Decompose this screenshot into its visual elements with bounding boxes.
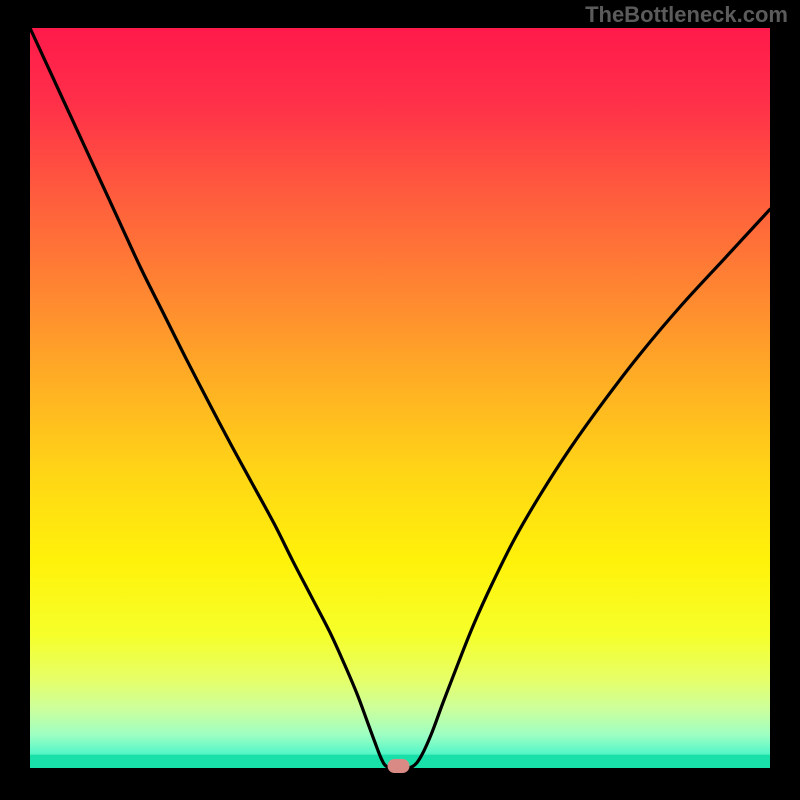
chart-gradient-background [30,28,770,768]
bottleneck-chart [0,0,800,800]
optimal-point-marker [388,759,410,773]
chart-container: TheBottleneck.com [0,0,800,800]
